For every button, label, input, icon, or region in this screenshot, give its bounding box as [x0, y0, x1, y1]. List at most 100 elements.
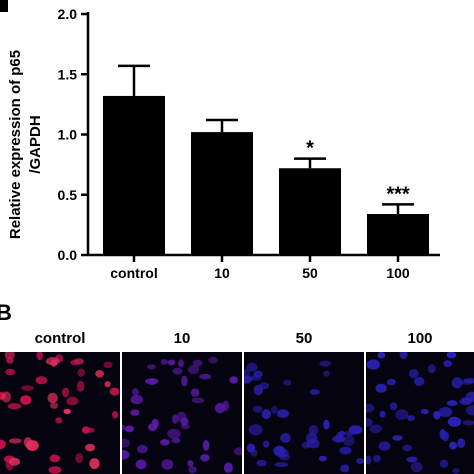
cell-nucleus — [147, 364, 156, 370]
y-tick-label: 2.0 — [58, 6, 78, 22]
cell-nucleus — [340, 464, 350, 473]
cell-nucleus — [76, 380, 85, 392]
cell-nucleus — [301, 441, 311, 449]
cell-nucleus — [336, 431, 343, 442]
panel-a-label-fragment — [0, 0, 8, 12]
micrograph-column-labels: control 10 50 100 — [0, 330, 474, 352]
micrograph-50 — [244, 352, 364, 474]
cell-nucleus — [465, 405, 474, 416]
cell-nucleus — [188, 466, 197, 474]
bar-control — [103, 95, 165, 255]
cell-nucleus — [256, 459, 267, 467]
cell-nucleus — [253, 370, 263, 378]
cell-nucleus — [375, 383, 387, 393]
cell-nucleus — [273, 445, 286, 456]
cell-nucleus — [23, 437, 33, 448]
cell-nucleus — [339, 446, 352, 455]
y-tick-label: 0.5 — [58, 187, 78, 203]
cell-nucleus — [414, 376, 425, 386]
cell-nucleus — [172, 367, 183, 375]
cell-nucleus — [323, 419, 330, 430]
x-tick-label-control: control — [110, 265, 157, 281]
cell-nucleus — [279, 453, 291, 461]
cell-nucleus — [20, 395, 32, 405]
cell-nucleus — [465, 391, 474, 402]
cell-nucleus — [439, 429, 446, 440]
cell-nucleus — [274, 462, 289, 468]
cell-nucleus — [427, 364, 436, 374]
micro-label-100: 100 — [407, 330, 433, 347]
cell-nucleus — [171, 437, 181, 443]
cell-nucleus — [283, 379, 292, 386]
cell-nucleus — [47, 392, 58, 404]
cell-nucleus — [263, 440, 270, 448]
cell-nucleus — [63, 408, 71, 415]
cell-nucleus — [130, 394, 144, 405]
cell-nucleus — [0, 439, 6, 449]
cell-nucleus — [366, 403, 375, 413]
bar-50 — [279, 168, 341, 255]
cell-nucleus — [122, 438, 130, 448]
cell-nucleus — [4, 352, 15, 360]
cell-nucleus — [452, 468, 460, 474]
cell-nucleus — [89, 458, 100, 470]
x-tick-label-10: 10 — [214, 265, 230, 281]
cell-nucleus — [373, 455, 381, 463]
cell-nucleus — [112, 411, 119, 419]
cell-nucleus — [192, 359, 203, 367]
cell-nucleus — [369, 424, 382, 433]
cell-nucleus — [137, 444, 148, 454]
cell-nucleus — [392, 435, 403, 441]
cell-nucleus — [443, 360, 452, 368]
cell-nucleus — [395, 409, 409, 420]
x-tick-label-100: 100 — [386, 265, 410, 281]
cell-nucleus — [348, 425, 363, 435]
cell-nucleus — [446, 400, 458, 407]
cell-nucleus — [214, 402, 226, 414]
cell-nucleus — [451, 377, 463, 389]
cell-nucleus — [461, 379, 474, 385]
cell-nucleus — [6, 356, 14, 364]
cell-nucleus — [55, 417, 63, 424]
cell-nucleus — [377, 352, 386, 359]
cell-nucleus — [178, 359, 184, 368]
cell-nucleus — [308, 425, 319, 436]
cell-nucleus — [191, 397, 205, 404]
cell-nucleus — [356, 458, 364, 464]
cell-nucleus — [223, 462, 233, 473]
panel-b-label: B — [0, 300, 12, 325]
cell-nucleus — [160, 439, 170, 446]
cell-nucleus — [246, 362, 258, 372]
cell-nucleus — [420, 408, 429, 415]
cell-nucleus — [132, 388, 139, 396]
y-axis-label-line1: Relative expression of p65 — [7, 50, 24, 239]
significance-100: *** — [386, 183, 410, 205]
cell-nucleus — [7, 403, 22, 410]
cell-nucleus — [244, 376, 252, 384]
cell-nucleus — [172, 414, 179, 424]
cell-nucleus — [8, 438, 22, 444]
cell-nucleus — [433, 410, 441, 420]
cell-nucleus — [389, 402, 398, 411]
cell-nucleus — [277, 409, 289, 418]
y-tick-label: 1.0 — [58, 127, 78, 143]
cell-nucleus — [35, 376, 48, 385]
significance-50: * — [306, 138, 314, 160]
cell-nucleus — [8, 457, 20, 466]
cell-nucleus — [77, 368, 85, 377]
cell-nucleus — [200, 454, 210, 462]
micrograph-100 — [366, 352, 474, 474]
cell-nucleus — [343, 435, 355, 446]
cell-nucleus — [208, 356, 218, 364]
cell-nucleus — [366, 359, 380, 370]
cell-nucleus — [176, 411, 187, 423]
cell-nucleus — [379, 410, 386, 418]
cell-nucleus — [271, 405, 278, 414]
cell-nucleus — [229, 376, 238, 384]
cell-nucleus — [253, 405, 263, 413]
cell-nucleus — [135, 459, 147, 470]
cell-nucleus — [49, 454, 61, 463]
cell-nucleus — [187, 460, 194, 467]
cell-nucleus — [190, 388, 200, 397]
micro-label-50: 50 — [295, 330, 313, 347]
